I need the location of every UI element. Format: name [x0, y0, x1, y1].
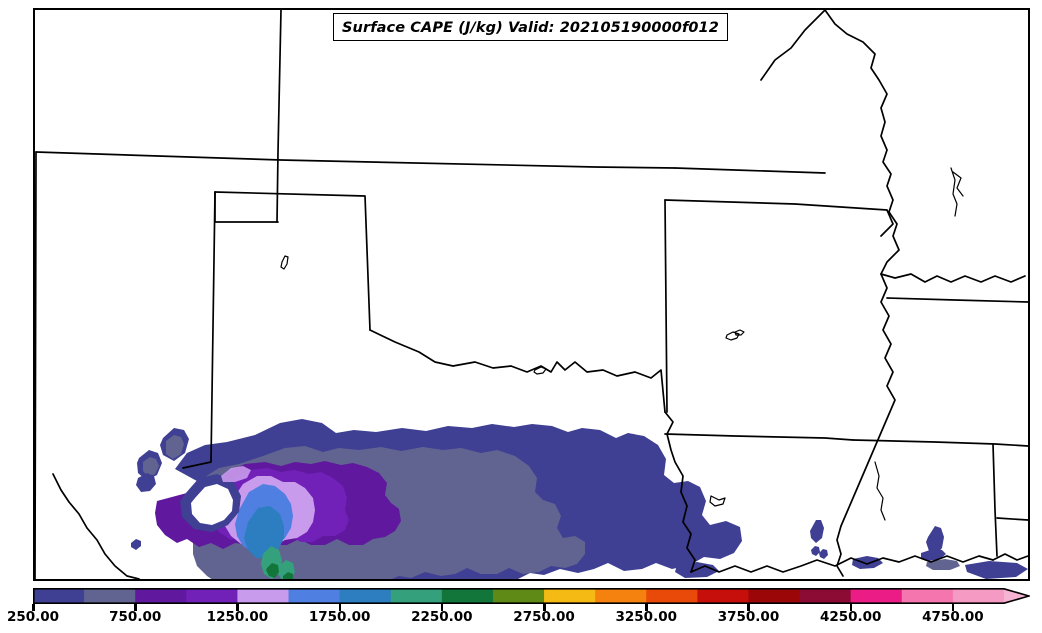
colorbar-segment — [646, 588, 698, 604]
border-texas-panhandle-west — [182, 191, 216, 469]
map-graphic — [35, 10, 1028, 579]
cape-band-2250-b — [283, 572, 293, 579]
colorbar-tick — [32, 604, 35, 611]
colorbar-segment — [135, 588, 187, 604]
cape-band-1750 — [244, 506, 284, 558]
colorbar-outline — [33, 588, 1030, 604]
border-mississippi-river-north — [824, 10, 900, 275]
colorbar-segment — [952, 588, 1005, 604]
border-alabama-florida — [996, 517, 1028, 521]
colorbar-segment — [390, 588, 443, 604]
border-ohio-river — [880, 273, 1026, 283]
map-panel — [33, 8, 1030, 581]
border-texas-red-river — [369, 329, 666, 413]
colorbar-extend-arrow — [1004, 588, 1030, 604]
colorbar-graphic — [33, 588, 1030, 604]
colorbar-tick-label: 3750.00 — [717, 609, 780, 625]
border-arkansas-missouri — [664, 199, 894, 237]
colorbar-tick — [645, 604, 648, 611]
colorbar-segment — [799, 588, 852, 604]
river-detail-mississippi-delta — [874, 461, 886, 521]
border-panhandle-south — [214, 191, 371, 331]
border-missouri-north — [760, 10, 826, 81]
colorbar-tick — [236, 604, 239, 611]
colorbar — [33, 588, 1030, 604]
cape-band-2250 — [266, 563, 279, 578]
border-oklahoma-arkansas — [664, 199, 668, 413]
coastline-louisiana — [690, 555, 994, 573]
colorbar-tick-label: 1750.00 — [308, 609, 371, 625]
colorbar-tick — [134, 604, 137, 611]
colorbar-tick — [543, 604, 546, 611]
coastline-alabama-florida — [992, 553, 1028, 561]
border-tennessee-south — [852, 439, 1028, 447]
colorbar-tick-label: 2750.00 — [513, 609, 575, 625]
political-boundaries-layer — [35, 10, 1028, 579]
lake-arkansas — [725, 329, 745, 341]
colorbar-segment — [850, 588, 903, 604]
border-co-nm-ks-ok — [35, 151, 676, 169]
border-mississippi-alabama — [992, 443, 998, 557]
colorbar-tick — [951, 604, 955, 611]
cape-shading-layer — [131, 419, 1028, 579]
border-kentucky-tennessee — [886, 297, 1028, 303]
colorbar-segments — [33, 588, 1005, 604]
colorbar-tick — [849, 604, 853, 611]
colorbar-tick-labels: 250.00 750.00 1250.00 1750.00 2250.00 2750.00… — [0, 609, 1042, 631]
colorbar-segment — [544, 588, 596, 604]
lake-red-river — [533, 366, 547, 375]
cape-notch-rim-250 — [180, 474, 241, 532]
lake-louisiana — [709, 495, 726, 507]
border-rio-grande — [52, 473, 140, 579]
colorbar-segment — [33, 588, 85, 604]
cape-plume-leading-rim — [221, 466, 251, 482]
border-kansas-missouri — [674, 167, 826, 174]
page-title: Surface CAPE (J/kg) Valid: 202105190000f… — [342, 20, 719, 36]
colorbar-tick-label: 2250.00 — [411, 609, 473, 625]
colorbar-segment — [901, 588, 954, 604]
colorbar-tick — [338, 604, 342, 611]
border-oklahoma-panhandle — [214, 191, 279, 223]
lake-texas-panhandle — [280, 255, 289, 270]
map-title-box: Surface CAPE (J/kg) Valid: 202105190000f… — [333, 13, 728, 42]
colorbar-segment — [697, 588, 750, 604]
river-detail-tennessee — [950, 167, 964, 217]
colorbar-segment — [237, 588, 290, 604]
colorbar-tick-label: 4750.00 — [922, 609, 984, 625]
colorbar-segment — [186, 588, 239, 604]
colorbar-tick-marks — [32, 604, 1030, 611]
border-arkansas-louisiana — [664, 433, 854, 441]
colorbar-segment — [441, 588, 494, 604]
colorbar-tick-label: 1250.00 — [206, 609, 269, 625]
colorbar-segment — [492, 588, 545, 604]
colorbar-segment — [748, 588, 801, 604]
colorbar-tick-label: 750.00 — [109, 609, 162, 625]
border-new-mexico-texas — [35, 151, 37, 579]
border-texas-louisiana — [664, 411, 696, 573]
colorbar-tick — [440, 604, 444, 611]
colorbar-tick-label: 250.00 — [6, 609, 60, 625]
colorbar-segment — [595, 588, 647, 604]
colorbar-segment — [339, 588, 392, 604]
colorbar-tick-label: 3250.00 — [615, 609, 678, 625]
colorbar-tick — [747, 604, 750, 611]
border-colorado-kansas — [276, 10, 282, 223]
colorbar-segment — [288, 588, 341, 604]
colorbar-tick-label: 4250.00 — [819, 609, 882, 625]
border-mississippi-river-south — [836, 273, 896, 577]
colorbar-segment — [84, 588, 136, 604]
